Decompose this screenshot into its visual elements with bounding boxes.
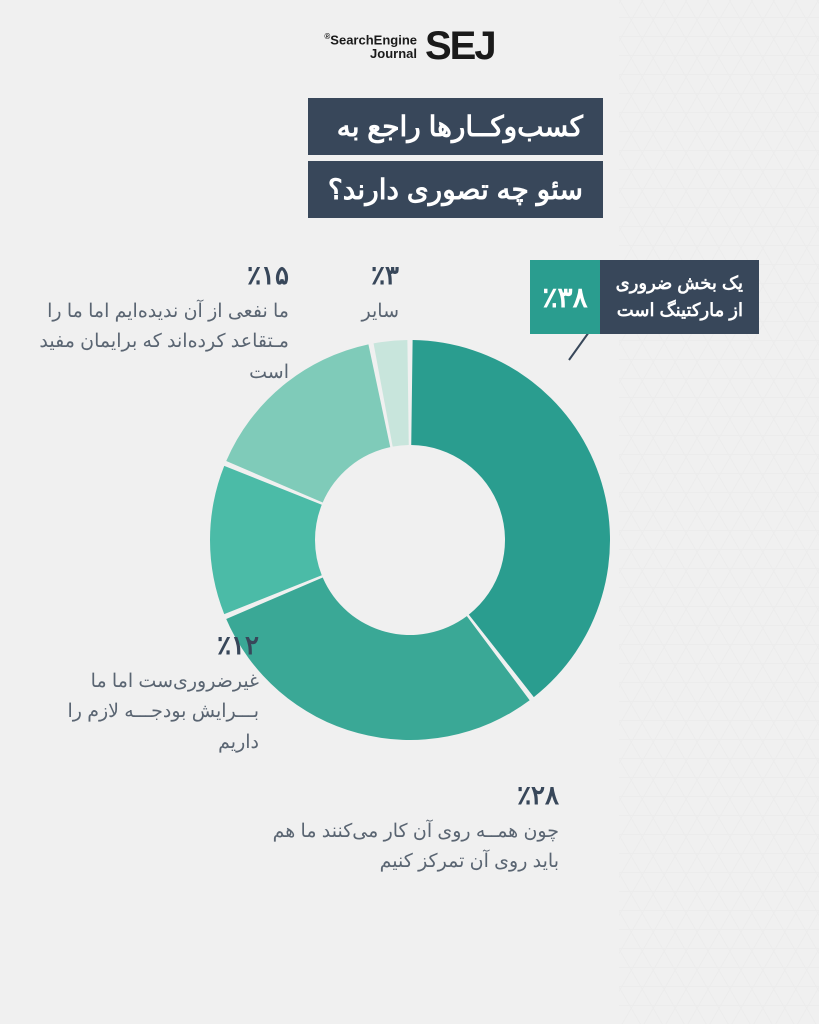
label-12-pct: ٪۱۲: [59, 630, 259, 661]
label-28: ٪۲۸ چون همــه روی آن کار می‌کنند ما هم ب…: [249, 780, 559, 878]
logo-subtext: SearchEngine® Journal: [324, 33, 417, 59]
label-3: ٪۳ سایر: [319, 260, 399, 327]
label-12-text: غیرضروری‌ست اما ما بـــرایش بودجـــه لاز…: [59, 667, 259, 758]
title-line-2: سئو چه تصوری دارند؟: [308, 161, 603, 218]
label-3-pct: ٪۳: [319, 260, 399, 291]
label-15-text: ما نفعی از آن ندیده‌ایم اما ما را مـتقاع…: [29, 297, 289, 388]
background-pattern: [619, 0, 819, 1024]
label-15: ٪۱۵ ما نفعی از آن ندیده‌ایم اما ما را مـ…: [29, 260, 289, 388]
label-28-text: چون همــه روی آن کار می‌کنند ما هم باید …: [249, 817, 559, 878]
label-12: ٪۱۲ غیرضروری‌ست اما ما بـــرایش بودجـــه…: [59, 630, 259, 758]
title-line-1: کسب‌وکــارها راجع به: [308, 98, 603, 155]
featured-label: ٪۳۸ یک بخش ضروری از مارکتینگ است: [530, 260, 759, 334]
logo-bold: SEJ: [425, 24, 495, 69]
label-28-pct: ٪۲۸: [249, 780, 559, 811]
featured-pct: ٪۳۸: [530, 260, 599, 334]
label-3-text: سایر: [319, 297, 399, 327]
label-15-pct: ٪۱۵: [29, 260, 289, 291]
leader-line-featured: [499, 330, 759, 370]
logo: SEJ SearchEngine® Journal: [324, 24, 494, 69]
featured-text: یک بخش ضروری از مارکتینگ است: [600, 260, 759, 334]
donut-chart: [210, 340, 610, 740]
chart-title: کسب‌وکــارها راجع به سئو چه تصوری دارند؟: [308, 98, 603, 218]
